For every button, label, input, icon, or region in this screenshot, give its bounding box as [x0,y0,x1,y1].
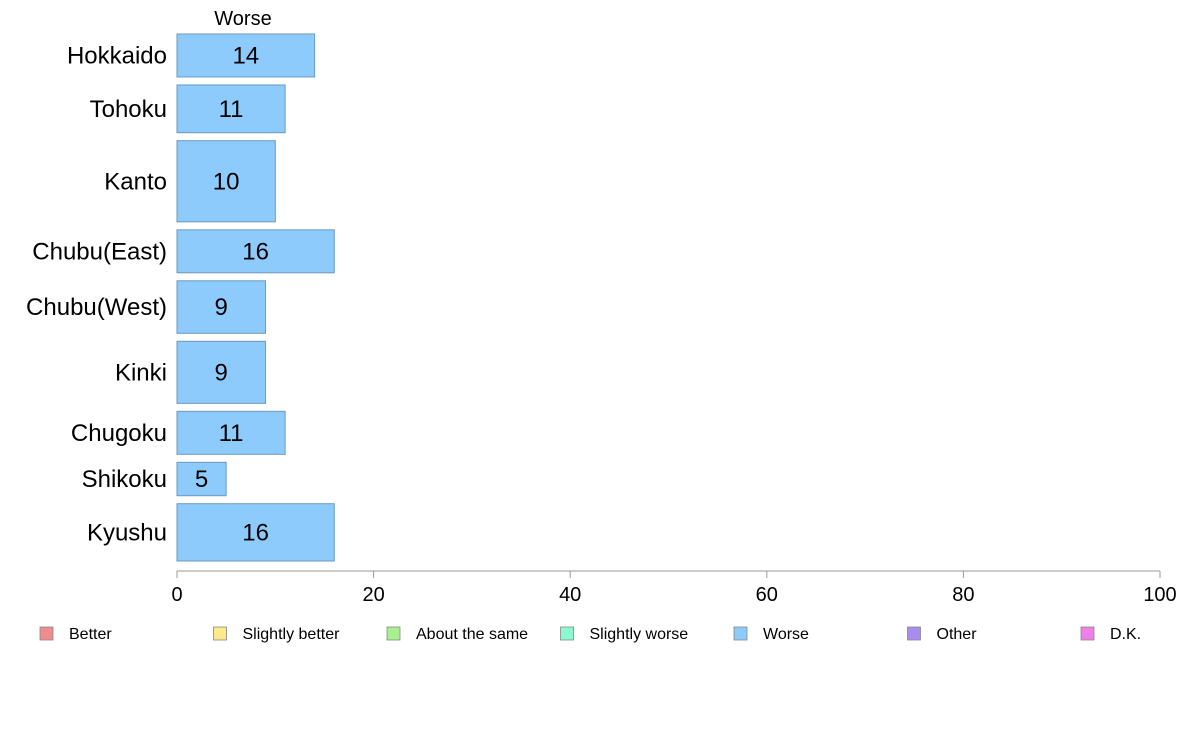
legend-label: Other [937,626,978,643]
legend-label: Slightly worse [590,626,689,643]
value-label: 10 [213,168,240,195]
category-label: Chubu(East) [32,238,167,265]
value-label: 9 [215,359,228,386]
category-label: Chugoku [71,420,167,447]
x-tick-label: 100 [1143,584,1176,606]
bar-chubu-west [176,280,266,334]
value-label: 5 [195,466,208,493]
series-header-label: Worse [214,8,271,30]
legend: Better Slightly better About the same Sligh… [39,626,1141,643]
value-label: 16 [242,238,269,265]
legend-label: Worse [763,626,809,643]
category-label: Tohoku [90,96,167,123]
x-tick-label: 80 [952,584,974,606]
category-label: Hokkaido [67,42,167,69]
value-label: 9 [215,294,228,321]
legend-label: D.K. [1110,626,1141,643]
legend-label: Better [69,626,112,643]
legend-swatch [386,626,401,641]
legend-swatch [560,626,574,641]
category-label: Kanto [104,168,167,195]
legend-label: About the same [416,626,528,643]
legend-swatch [1080,626,1095,641]
legend-swatch [213,626,227,641]
legend-swatch [39,626,54,641]
bar-kanto [176,140,276,223]
category-label: Chubu(West) [26,294,167,321]
x-axis: 0 20 40 60 80 100 [171,570,1177,606]
value-label: 11 [219,96,244,123]
bar-chubu-east [176,229,335,274]
bar-tohoku [176,84,286,134]
bar-chugoku [176,410,286,455]
bars-group: Worse Hokkaido 14 Tohoku 11 Kanto 10 Chubu(East… [26,8,335,562]
bar-kinki [176,340,266,404]
x-tick-label: 60 [756,584,778,606]
category-label: Kyushu [87,519,167,546]
legend-swatch [907,626,921,641]
legend-label: Slightly better [243,626,341,643]
value-label: 14 [232,42,259,69]
bar-hokkaido [176,33,316,78]
x-tick-label: 40 [559,584,581,606]
bar-shikoku [176,461,227,497]
bar-kyushu [176,503,335,562]
value-label: 16 [242,519,269,546]
x-tick-label: 0 [171,584,182,606]
category-label: Kinki [115,359,167,386]
category-label: Shikoku [82,466,167,493]
value-label: 11 [219,420,244,447]
x-tick-label: 20 [362,584,384,606]
legend-swatch [733,626,748,641]
